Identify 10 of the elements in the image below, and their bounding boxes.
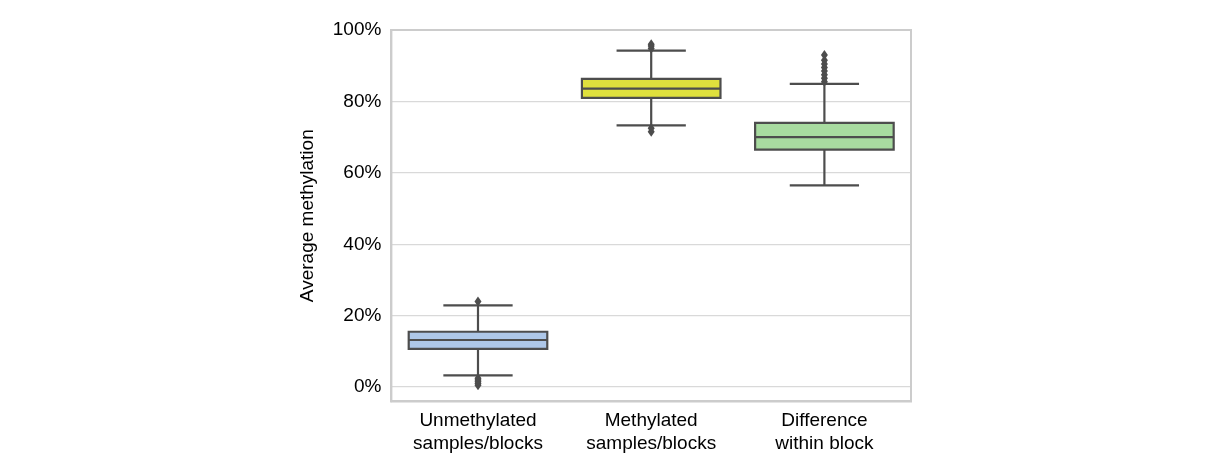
y-tick-label: 40% [343, 232, 382, 254]
y-tick-label: 0% [353, 375, 382, 397]
x-tick-label: Unmethylated samples/blocks [413, 409, 543, 453]
x-tick-label: Difference within block [774, 409, 874, 453]
y-tick-label: 100% [332, 18, 382, 40]
y-tick-label: 80% [343, 89, 382, 111]
y-axis-title: Average methylation [295, 129, 317, 303]
y-tick-label: 60% [343, 161, 382, 183]
y-tick-label: 20% [343, 303, 382, 325]
x-tick-label: Methylated samples/blocks [586, 409, 717, 453]
